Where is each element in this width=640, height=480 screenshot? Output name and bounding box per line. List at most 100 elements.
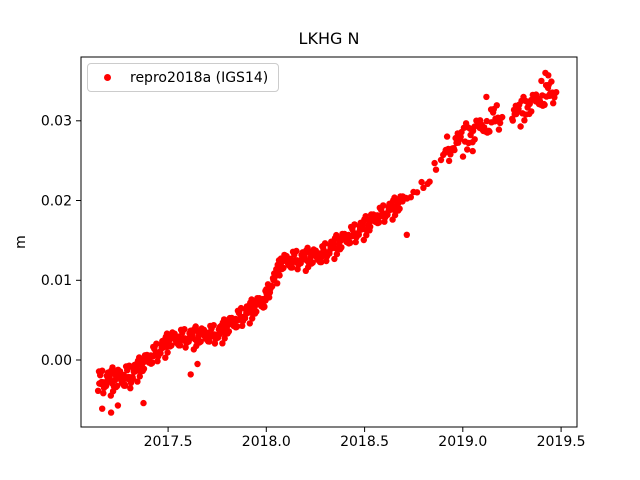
scatter-point — [360, 236, 367, 244]
scatter-point — [107, 409, 115, 416]
scatter-point — [457, 133, 464, 141]
scatter-point — [241, 315, 249, 322]
scatter-point — [318, 258, 325, 266]
scatter-point — [326, 250, 333, 257]
scatter-point — [321, 240, 329, 247]
scatter-point — [261, 303, 268, 310]
scatter-point — [352, 238, 359, 246]
scatter-point — [548, 78, 555, 85]
scatter-point — [486, 128, 493, 135]
scatter-point — [109, 364, 116, 371]
scatter-point — [219, 340, 226, 347]
scatter-point — [114, 402, 122, 409]
axes-frame — [80, 56, 578, 428]
scatter-point — [206, 338, 213, 345]
scatter-point — [553, 89, 560, 96]
scatter-point — [94, 387, 102, 394]
scatter-point — [266, 294, 273, 301]
scatter-point — [129, 373, 136, 381]
chart-title: LKHG N — [298, 29, 360, 48]
scatter-point — [451, 146, 458, 154]
scatter-point — [168, 342, 175, 349]
scatter-point — [426, 178, 433, 185]
scatter-point — [122, 382, 129, 389]
scatter-point — [447, 151, 454, 158]
scatter-point — [99, 367, 106, 374]
scatter-point — [464, 146, 471, 153]
scatter-point — [517, 123, 524, 130]
scatter-point — [114, 382, 121, 390]
scatter-point — [499, 113, 506, 121]
scatter-point — [445, 157, 453, 165]
x-tick-label: 2018.0 — [242, 434, 291, 450]
scatter-point — [528, 108, 535, 115]
scatter-point — [136, 373, 143, 380]
scatter-point — [194, 360, 201, 368]
scatter-point — [269, 283, 276, 290]
scatter-point — [274, 280, 281, 287]
scatter-point — [545, 72, 552, 79]
x-tick-label: 2017.5 — [144, 434, 193, 450]
scatter-series — [94, 69, 560, 416]
scatter-point — [323, 257, 330, 265]
scatter-point — [181, 326, 188, 333]
x-tick-label: 2019.5 — [537, 434, 586, 450]
scatter-point — [541, 101, 548, 109]
scatter-point — [396, 205, 403, 212]
scatter-point — [100, 390, 107, 397]
scatter-point — [149, 359, 156, 367]
scatter-point — [459, 153, 467, 160]
scatter-point — [187, 371, 194, 378]
scatter-point — [246, 320, 253, 327]
scatter-point — [239, 322, 246, 329]
scatter-point — [375, 219, 383, 226]
scatter-point — [162, 354, 169, 361]
scatter-point — [99, 405, 106, 412]
scatter-point — [197, 338, 204, 345]
scatter-point — [550, 100, 557, 107]
scatter-point — [140, 365, 148, 372]
scatter-point — [276, 272, 283, 279]
scatter-point — [140, 399, 147, 407]
scatter-point — [253, 308, 260, 315]
scatter-point — [413, 189, 421, 196]
scatter-point — [176, 342, 184, 349]
scatter-point — [225, 328, 233, 335]
scatter-point — [493, 102, 500, 109]
scatter-point — [346, 239, 354, 246]
scatter-point — [153, 340, 160, 347]
scatter-point — [380, 202, 387, 209]
scatter-point — [471, 136, 478, 143]
legend: repro2018a (IGS14) — [87, 63, 279, 92]
scatter-point — [495, 126, 503, 133]
scatter-point — [496, 119, 504, 127]
y-tick-label: 0.03 — [41, 114, 72, 130]
scatter-point — [538, 77, 545, 85]
scatter-point — [407, 194, 414, 201]
scatter-point — [418, 178, 425, 186]
scatter-point — [403, 231, 410, 238]
scatter-point — [309, 259, 316, 266]
scatter-point — [431, 159, 438, 167]
scatter-point — [367, 223, 374, 230]
scatter-point — [432, 166, 440, 173]
scatter-point — [127, 385, 134, 392]
scatter-point — [288, 264, 296, 271]
scatter-point — [355, 231, 362, 238]
scatter-point — [164, 349, 171, 356]
y-tick-label: 0.01 — [41, 273, 72, 289]
scatter-point — [443, 133, 451, 140]
scatter-point — [157, 350, 164, 357]
legend-label: repro2018a (IGS14) — [130, 69, 269, 86]
scatter-point — [437, 156, 445, 164]
scatter-point — [521, 117, 528, 124]
y-tick-label: 0.00 — [41, 353, 72, 369]
scatter-point — [509, 117, 516, 124]
y-tick-label: 0.02 — [41, 193, 72, 209]
scatter-point — [331, 255, 338, 263]
scatter-point — [351, 221, 358, 228]
scatter-point — [469, 147, 476, 155]
scatter-point — [338, 244, 345, 251]
